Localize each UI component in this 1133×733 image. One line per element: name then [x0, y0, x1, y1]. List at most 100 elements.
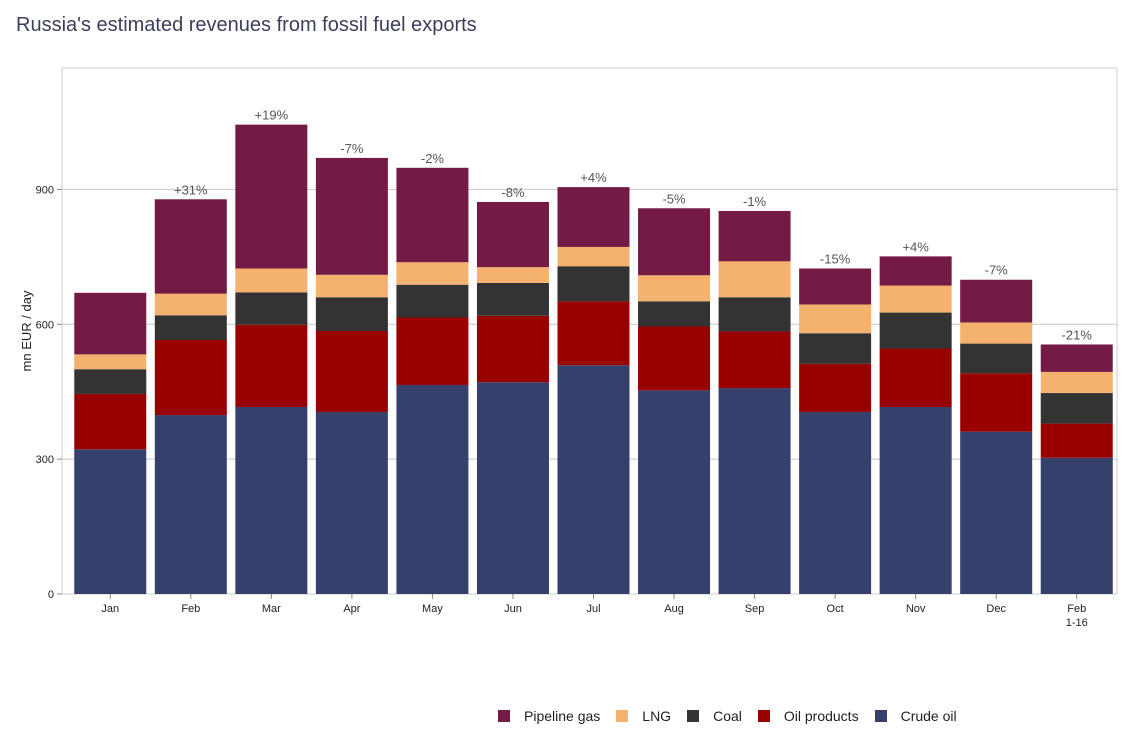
bar-segment-coal	[718, 297, 791, 332]
bar-segment-oil-products	[638, 326, 711, 391]
bar-segment-oil-products	[1040, 423, 1113, 458]
bar-segment-lng	[154, 293, 227, 316]
legend-label-lng: LNG	[642, 708, 672, 724]
bar-segment-pipeline-gas	[396, 167, 469, 263]
legend-label-pipeline-gas: Pipeline gas	[524, 708, 601, 724]
legend-label-oil-products: Oil products	[783, 708, 859, 724]
x-tick-label: Jan	[101, 603, 119, 615]
bar-segment-coal	[74, 369, 147, 394]
legend-swatch-oil-products	[757, 710, 770, 722]
x-tick-label: Jun	[504, 603, 522, 615]
bar-segment-coal	[476, 282, 549, 316]
bar-segment-pipeline-gas	[154, 199, 227, 294]
bar-segment-coal	[315, 297, 388, 331]
legend-swatch-crude-oil	[874, 710, 887, 722]
legend-label-coal: Coal	[713, 708, 742, 724]
bar-segment-crude-oil	[235, 406, 308, 594]
y-tick-label: 600	[36, 319, 54, 331]
bar-segment-coal	[396, 284, 469, 318]
bar-segment-crude-oil	[799, 411, 872, 594]
legend-item-lng[interactable]: LNG	[616, 708, 671, 724]
x-tick-label: Dec	[986, 603, 1006, 615]
bar-segment-oil-products	[315, 331, 388, 412]
legend-label-crude-oil: Crude oil	[900, 708, 957, 724]
bar-segment-pipeline-gas	[638, 208, 711, 276]
bar-segment-pipeline-gas	[960, 279, 1033, 323]
data-label-change: -7%	[340, 141, 364, 156]
bar-segment-crude-oil	[557, 365, 630, 594]
bar-segment-coal	[799, 333, 872, 364]
y-axis-label: mn EUR / day	[19, 290, 34, 371]
data-label-change: -15%	[820, 252, 851, 267]
bar-segment-coal	[638, 301, 711, 327]
x-tick-label: 1-16	[1066, 617, 1088, 629]
bar-segment-pipeline-gas	[315, 157, 388, 275]
x-tick-label: Jul	[586, 603, 600, 615]
bar-segment-pipeline-gas	[799, 268, 872, 305]
legend-swatch-coal	[687, 710, 700, 722]
bar-segment-coal	[557, 266, 630, 302]
bar-segment-lng	[960, 322, 1033, 344]
bar-segment-coal	[879, 312, 952, 349]
bar-segment-coal	[235, 292, 308, 325]
chart-legend: Pipeline gas LNG Coal Oil products Crude…	[498, 708, 973, 724]
x-tick-label: Nov	[906, 603, 926, 615]
legend-item-crude-oil[interactable]: Crude oil	[874, 708, 957, 724]
bar-segment-lng	[799, 304, 872, 334]
bar-segment-oil-products	[960, 373, 1033, 432]
x-tick-label: Feb	[181, 603, 200, 615]
bar-segment-crude-oil	[879, 406, 952, 594]
y-tick-label: 900	[36, 184, 54, 196]
data-label-change: +31%	[174, 182, 208, 197]
y-tick-label: 0	[48, 589, 54, 601]
data-label-change: -5%	[662, 191, 686, 206]
x-tick-label: Sep	[745, 603, 765, 615]
bar-segment-pipeline-gas	[1040, 344, 1113, 372]
bar-segment-lng	[1040, 371, 1113, 394]
bar-segment-oil-products	[799, 363, 872, 412]
data-label-change: +19%	[255, 108, 289, 123]
bar-segment-pipeline-gas	[879, 256, 952, 286]
bar-segment-lng	[74, 354, 147, 370]
bar-segment-lng	[638, 275, 711, 302]
bar-segment-oil-products	[718, 331, 791, 389]
data-label-change: -21%	[1062, 327, 1093, 342]
bar-segment-crude-oil	[154, 415, 227, 594]
x-tick-label: Apr	[343, 603, 360, 615]
x-tick-label: Feb	[1067, 603, 1086, 615]
x-tick-label: May	[422, 603, 443, 615]
bar-segment-pipeline-gas	[557, 187, 630, 247]
data-label-change: -7%	[985, 263, 1009, 278]
bar-segment-crude-oil	[718, 388, 791, 594]
x-tick-label: Aug	[664, 603, 684, 615]
bar-segment-crude-oil	[74, 449, 147, 594]
bar-segment-coal	[960, 343, 1033, 374]
bar-segment-lng	[879, 285, 952, 313]
data-label-change: -8%	[501, 185, 525, 200]
bar-segment-crude-oil	[476, 382, 549, 594]
legend-item-pipeline-gas[interactable]: Pipeline gas	[498, 708, 600, 724]
bar-segment-lng	[718, 261, 791, 298]
bar-segment-lng	[235, 268, 308, 293]
bar-segment-oil-products	[476, 315, 549, 383]
chart-canvas: 0 300 600 900 mn EUR / day Jan +31% Feb +19% Mar -…	[19, 67, 1118, 629]
y-tick-label: 300	[36, 454, 54, 466]
bar-segment-oil-products	[154, 339, 227, 416]
bar-segment-pipeline-gas	[74, 292, 147, 355]
bar-segment-coal	[1040, 393, 1113, 424]
bar-segment-oil-products	[557, 301, 630, 366]
bar-segment-lng	[396, 262, 469, 285]
bar-segment-pipeline-gas	[476, 201, 549, 268]
legend-item-coal[interactable]: Coal	[687, 708, 742, 724]
bar-segment-coal	[154, 315, 227, 340]
bar-segment-pipeline-gas	[718, 210, 791, 262]
x-tick-label: Mar	[262, 603, 281, 615]
bar-segment-lng	[476, 267, 549, 283]
legend-item-oil-products[interactable]: Oil products	[757, 708, 859, 724]
bar-segment-oil-products	[396, 317, 469, 385]
bar-segment-oil-products	[235, 324, 308, 407]
bar-segment-oil-products	[74, 393, 147, 450]
chart-title: Russia's estimated revenues from fossil …	[16, 14, 477, 36]
bar-segment-crude-oil	[315, 411, 388, 594]
data-label-change: -2%	[421, 151, 445, 166]
